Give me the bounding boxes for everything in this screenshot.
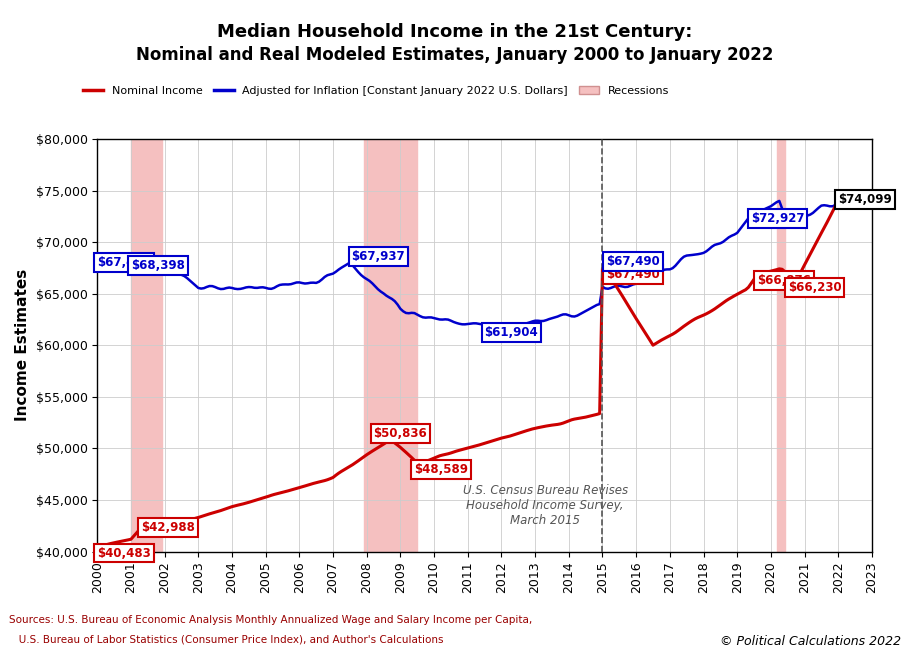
Text: U.S. Census Bureau Revises
Household Income Survey,
March 2015: U.S. Census Bureau Revises Household Inc… [462, 485, 628, 527]
Text: $67,937: $67,937 [351, 251, 405, 263]
Text: $61,904: $61,904 [485, 326, 539, 338]
Text: Nominal and Real Modeled Estimates, January 2000 to January 2022: Nominal and Real Modeled Estimates, Janu… [136, 46, 774, 64]
Text: Sources: U.S. Bureau of Economic Analysis Monthly Annualized Wage and Salary Inc: Sources: U.S. Bureau of Economic Analysi… [9, 615, 532, 625]
Text: $40,483: $40,483 [97, 547, 151, 560]
Text: $67,490: $67,490 [606, 268, 660, 281]
Legend: Nominal Income, Adjusted for Inflation [Constant January 2022 U.S. Dollars], Rec: Nominal Income, Adjusted for Inflation [… [78, 81, 674, 100]
Bar [364, 139, 418, 551]
Text: $48,589: $48,589 [414, 463, 468, 476]
Text: Median Household Income in the 21st Century:: Median Household Income in the 21st Cent… [217, 23, 693, 41]
Text: $72,927: $72,927 [751, 212, 804, 225]
Text: $66,876: $66,876 [757, 274, 812, 288]
Bar [131, 139, 162, 551]
Text: $67,490: $67,490 [606, 255, 660, 268]
Text: $50,836: $50,836 [373, 427, 427, 440]
Text: $74,099: $74,099 [838, 193, 892, 206]
Text: $42,988: $42,988 [141, 521, 195, 533]
Bar [776, 139, 785, 551]
Text: $66,230: $66,230 [788, 281, 842, 294]
Text: $67,428: $67,428 [97, 256, 151, 268]
Text: $68,398: $68,398 [131, 258, 185, 272]
Text: U.S. Bureau of Labor Statistics (Consumer Price Index), and Author's Calculation: U.S. Bureau of Labor Statistics (Consume… [9, 635, 443, 644]
Text: © Political Calculations 2022: © Political Calculations 2022 [720, 635, 901, 648]
Y-axis label: Income Estimates: Income Estimates [15, 269, 30, 421]
